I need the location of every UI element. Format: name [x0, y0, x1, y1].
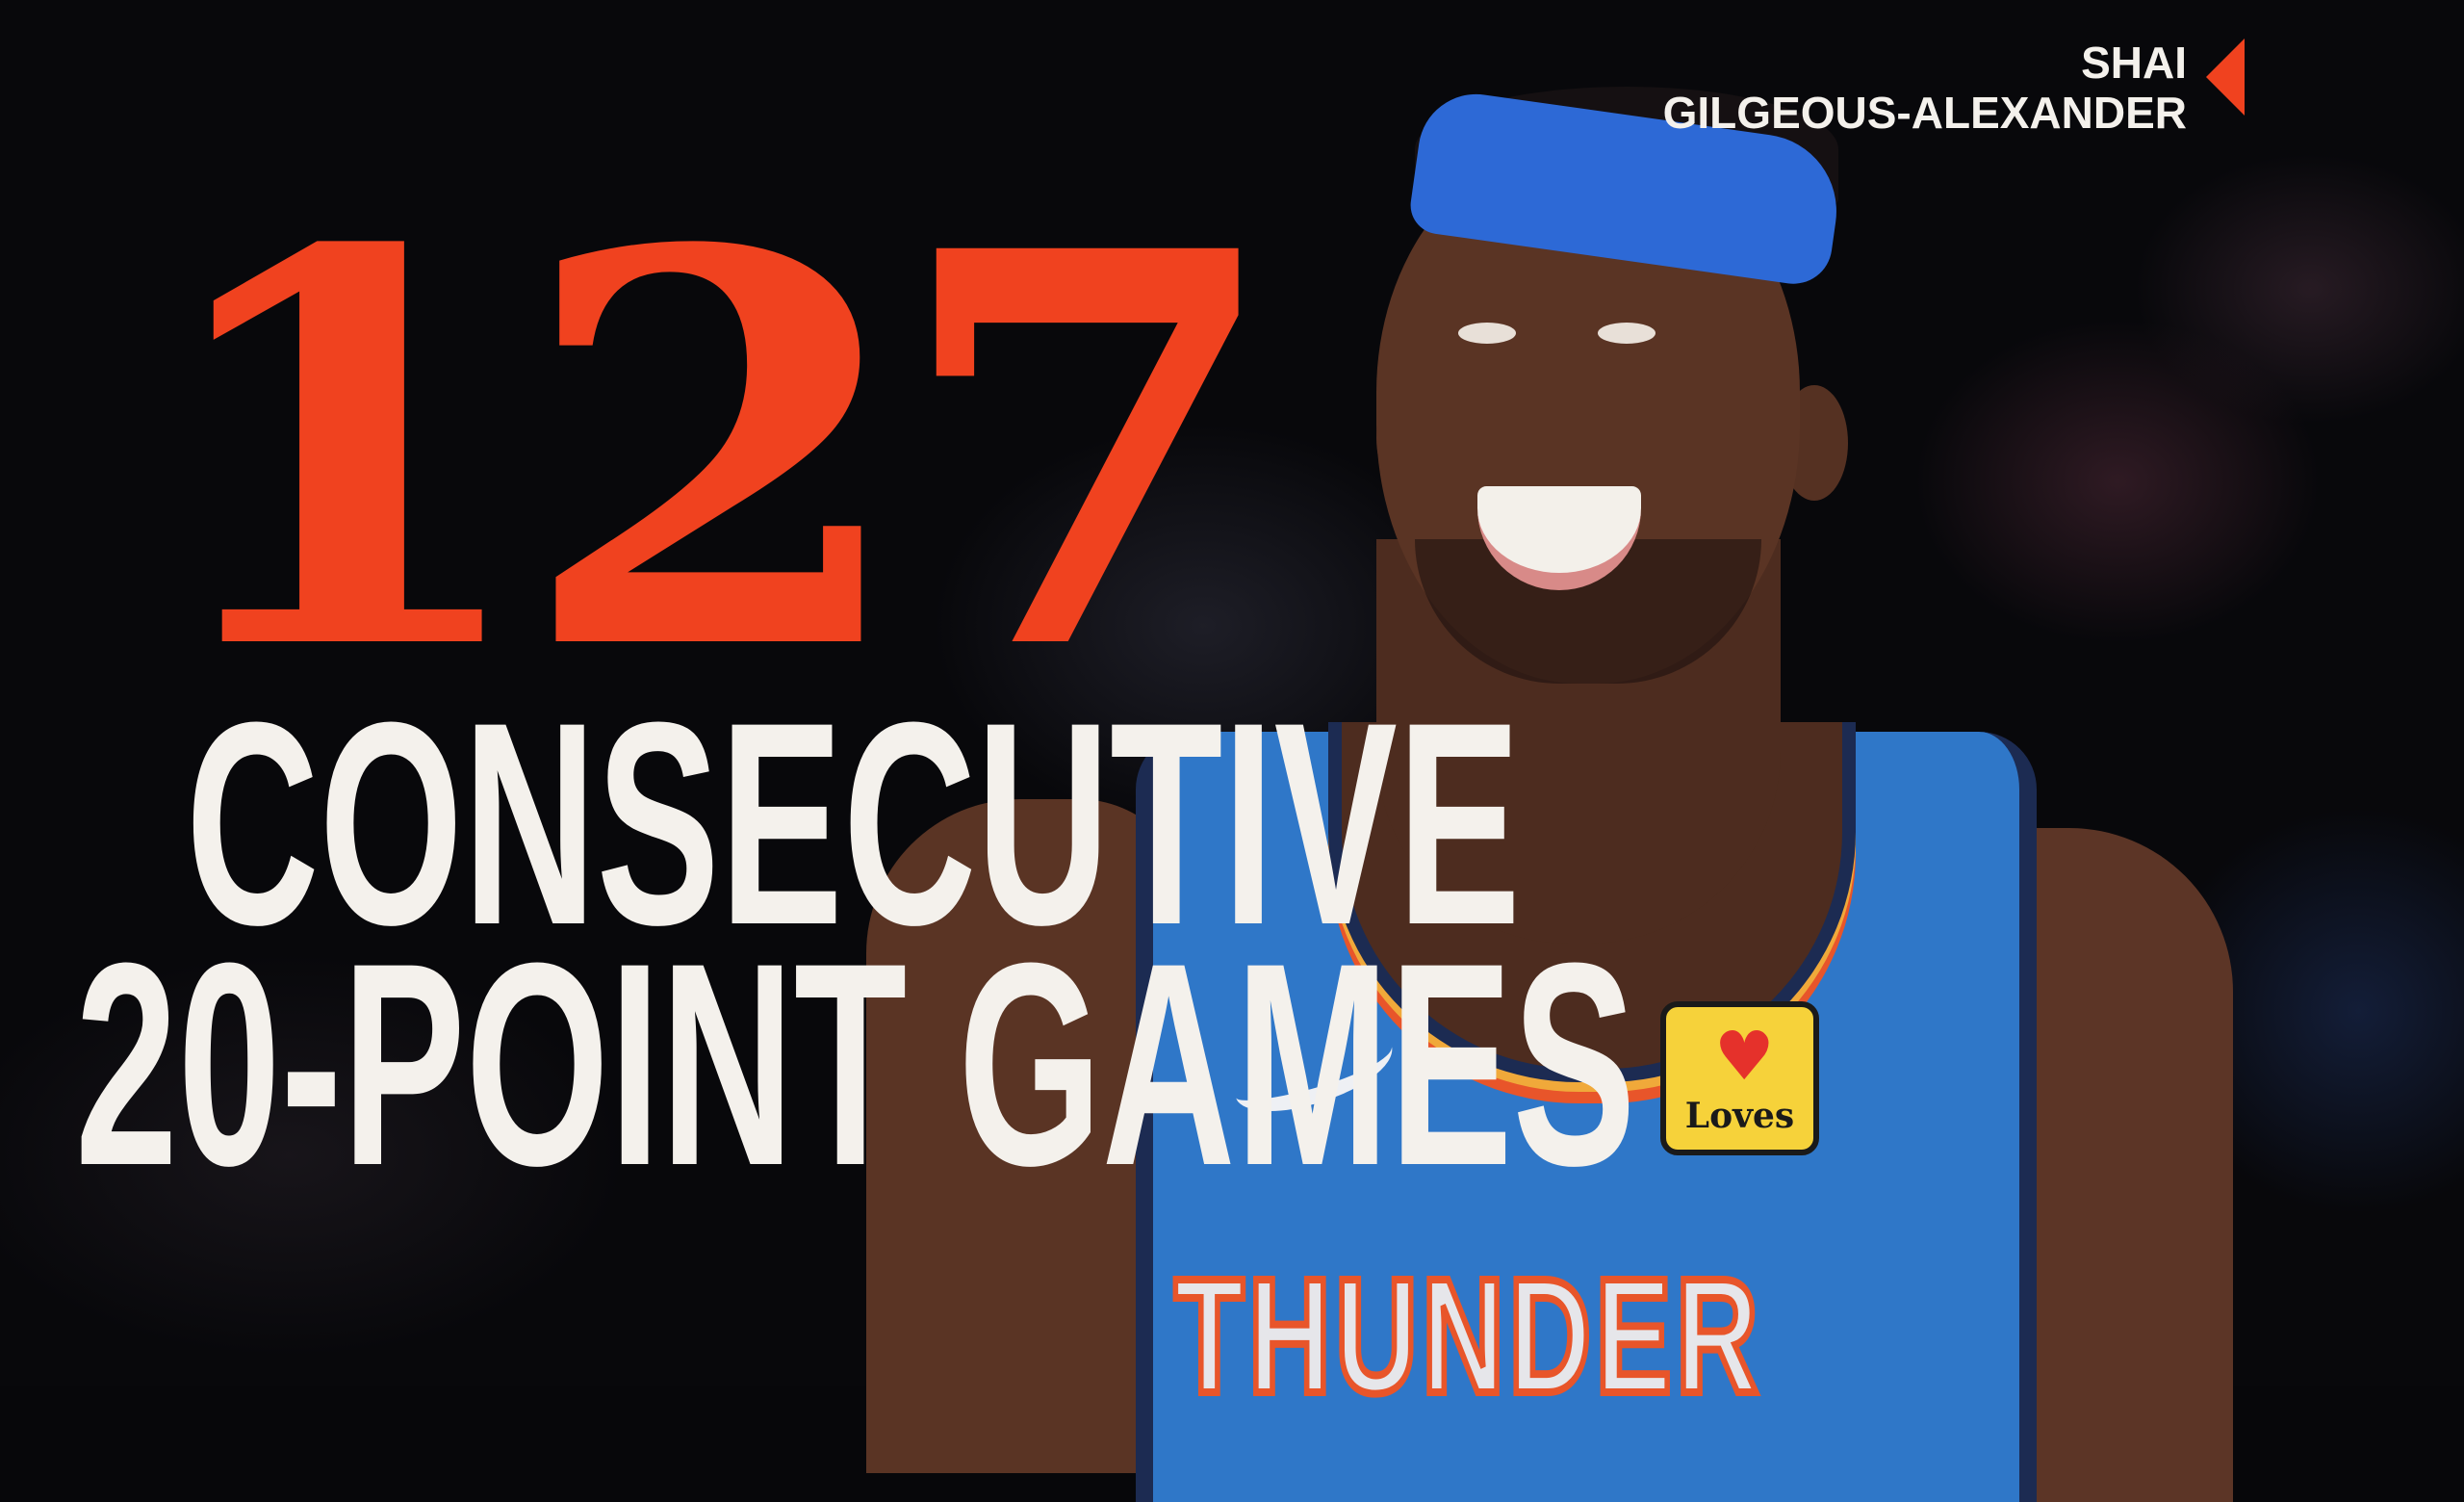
sponsor-logo-text: Loves — [1684, 1096, 1795, 1136]
player-last-name: GILGEOUS-ALEXANDER — [1662, 87, 2187, 138]
headline-line-1: CONSECUTIVE — [186, 661, 1521, 985]
stat-number: 127 — [144, 136, 1285, 769]
sponsor-logo: ♥ Loves — [1660, 1001, 1819, 1155]
player-photo: ♥ Loves THUNDER — [866, 87, 2233, 1502]
jersey-text: THUNDER — [1171, 1241, 1763, 1432]
player-first-name: SHAI — [2081, 38, 2187, 88]
arrow-left-icon — [2206, 39, 2245, 116]
background — [0, 0, 2464, 1386]
heart-icon: ♥ — [1714, 1016, 1775, 1096]
player-name: SHAI GILGEOUS-ALEXANDER — [1662, 38, 2187, 138]
eye — [1598, 323, 1656, 344]
headline-line-2: 20-POINT GAMES — [75, 902, 1636, 1226]
eye — [1458, 323, 1516, 344]
